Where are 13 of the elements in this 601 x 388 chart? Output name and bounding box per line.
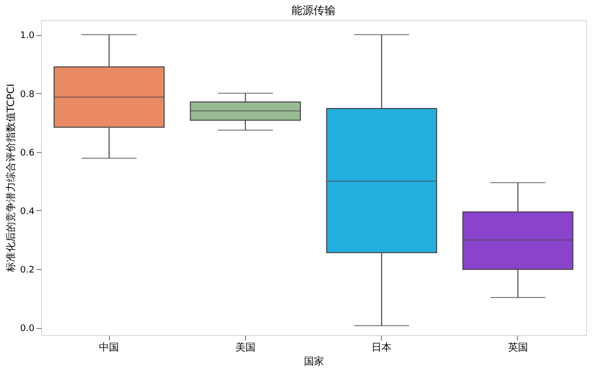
y-tick-label: 0.2 [20, 266, 34, 276]
x-tick-label: 美国 [235, 342, 256, 354]
y-tick-label: 0.6 [20, 148, 35, 158]
x-tick-label: 英国 [508, 342, 528, 354]
chart-title: 能源传输 [292, 4, 336, 17]
y-tick-label: 0.4 [20, 206, 35, 217]
y-tick-label: 0.0 [20, 324, 35, 334]
y-tick-label: 1.0 [20, 31, 35, 42]
x-tick-label: 中国 [99, 342, 120, 354]
y-tick-label: 0.8 [20, 90, 35, 100]
y-axis-title: 标准化后的竞争潜力综合评价指数值TCPCI [5, 84, 18, 274]
x-tick-label: 日本 [372, 342, 392, 354]
x-axis-title: 国家 [304, 356, 324, 368]
